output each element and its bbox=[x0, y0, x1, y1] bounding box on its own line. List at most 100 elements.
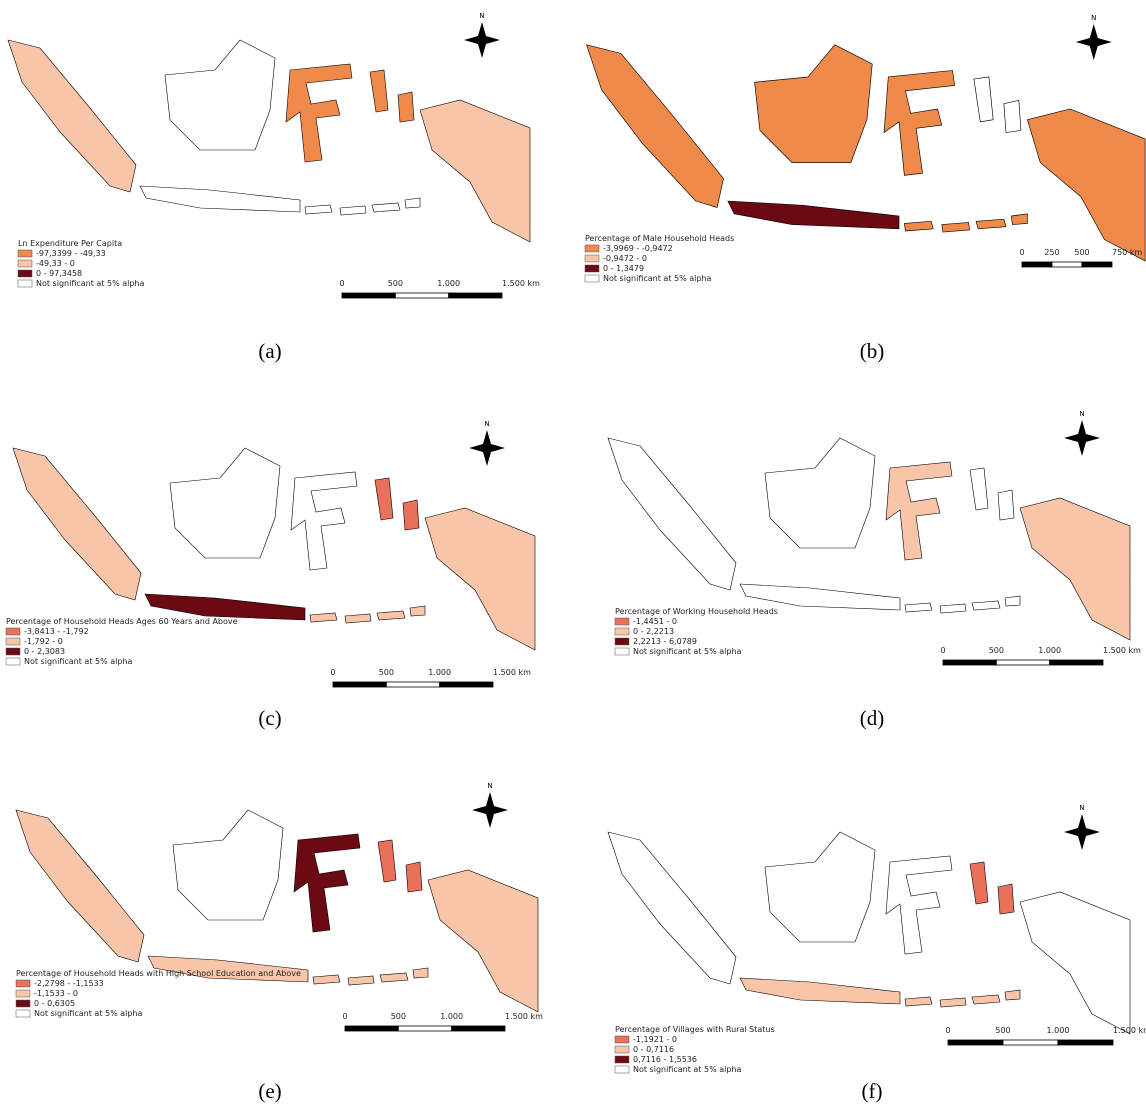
scale-label: 500 bbox=[989, 646, 1004, 655]
island bbox=[294, 834, 360, 932]
island bbox=[886, 856, 952, 954]
island bbox=[1020, 498, 1130, 640]
island bbox=[740, 978, 900, 1004]
island bbox=[13, 448, 141, 600]
legend-label: 0 - 2,3083 bbox=[24, 647, 65, 656]
legend-swatch bbox=[16, 980, 30, 987]
caption: (a) bbox=[258, 339, 281, 363]
scale-label: 1.500 km bbox=[502, 279, 540, 288]
island bbox=[378, 840, 422, 892]
legend-swatch bbox=[615, 1046, 629, 1053]
island bbox=[140, 186, 300, 212]
scale-segment bbox=[452, 1026, 505, 1031]
legend-swatch bbox=[615, 1066, 629, 1073]
north-arrow bbox=[472, 792, 508, 828]
north-arrow bbox=[464, 22, 500, 58]
north-arrow bbox=[469, 430, 505, 466]
legend-label: 0 - 97,3458 bbox=[36, 269, 82, 278]
island bbox=[425, 508, 535, 650]
scale-segment bbox=[1050, 660, 1103, 665]
scale-label: 0 bbox=[339, 279, 344, 288]
scale-label: 0 bbox=[342, 1012, 347, 1021]
legend-label: Not significant at 5% alpha bbox=[34, 1009, 143, 1018]
legend-label: Not significant at 5% alpha bbox=[633, 647, 742, 656]
caption: (f) bbox=[862, 1079, 883, 1103]
island bbox=[608, 438, 736, 590]
legend-title: Percentage of Household Heads Ages 60 Ye… bbox=[6, 617, 238, 626]
legend-swatch bbox=[585, 255, 599, 262]
legend-label: Not significant at 5% alpha bbox=[24, 657, 133, 666]
north-label: N bbox=[1079, 804, 1084, 812]
scale-label: 0 bbox=[945, 1026, 950, 1035]
legend-title: Percentage of Household Heads with High … bbox=[16, 969, 301, 978]
island bbox=[755, 45, 873, 163]
scale-label: 1.000 bbox=[1047, 1026, 1070, 1035]
scale-label: 1.000 bbox=[437, 279, 460, 288]
legend-swatch bbox=[585, 265, 599, 272]
island bbox=[1020, 892, 1130, 1034]
scale-segment bbox=[1003, 1040, 1058, 1045]
scale-segment bbox=[1082, 262, 1112, 267]
island bbox=[970, 862, 1014, 914]
legend-label: 2,2213 - 6,0789 bbox=[633, 637, 697, 646]
scale-segment bbox=[943, 660, 996, 665]
scale-segment bbox=[345, 1026, 398, 1031]
scale-segment bbox=[1052, 262, 1082, 267]
legend-swatch bbox=[18, 250, 32, 257]
legend-title: Percentage of Working Household Heads bbox=[615, 607, 778, 616]
scale-label: 0 bbox=[330, 668, 335, 677]
scale-segment bbox=[333, 682, 386, 687]
island bbox=[305, 198, 420, 215]
scale-segment bbox=[398, 1026, 451, 1031]
caption: (e) bbox=[258, 1079, 281, 1103]
legend-label: -1,1921 - 0 bbox=[633, 1035, 677, 1044]
scale-segment bbox=[1058, 1040, 1113, 1045]
island bbox=[16, 810, 144, 962]
legend-label: -0,9472 - 0 bbox=[603, 254, 647, 263]
north-arrow bbox=[1064, 420, 1100, 456]
figure: NLn Expenditure Per Capita-97,3399 - -49… bbox=[0, 0, 1146, 1110]
island bbox=[886, 462, 952, 560]
island bbox=[173, 810, 283, 920]
island bbox=[904, 214, 1027, 232]
legend-label: -49,33 - 0 bbox=[36, 259, 75, 268]
legend-swatch bbox=[6, 648, 20, 655]
island bbox=[8, 40, 136, 192]
island bbox=[286, 64, 352, 162]
scale-label: 500 bbox=[391, 1012, 406, 1021]
legend-label: Not significant at 5% alpha bbox=[633, 1065, 742, 1074]
legend-swatch bbox=[585, 275, 599, 282]
scale-segment bbox=[395, 293, 448, 298]
caption: (b) bbox=[860, 339, 885, 363]
scale-segment bbox=[948, 1040, 1003, 1045]
legend-swatch bbox=[16, 1010, 30, 1017]
legend-label: -1,792 - 0 bbox=[24, 637, 63, 646]
legend-swatch bbox=[615, 618, 629, 625]
island bbox=[884, 70, 955, 175]
island bbox=[728, 201, 899, 229]
island bbox=[1027, 109, 1145, 261]
scale-label: 1.000 bbox=[440, 1012, 463, 1021]
legend-swatch bbox=[585, 245, 599, 252]
scale-label: 1.500 km bbox=[1113, 1026, 1146, 1035]
map bbox=[608, 832, 1130, 1034]
island bbox=[587, 45, 724, 208]
scale-label: 1.500 km bbox=[505, 1012, 543, 1021]
scale-label: 1.000 bbox=[428, 668, 451, 677]
island bbox=[974, 77, 1021, 133]
scale-label: 0 bbox=[940, 646, 945, 655]
island bbox=[420, 100, 530, 242]
legend-swatch bbox=[6, 628, 20, 635]
legend-label: Not significant at 5% alpha bbox=[603, 274, 712, 283]
legend-swatch bbox=[615, 1056, 629, 1063]
scale-label: 1.500 km bbox=[493, 668, 531, 677]
island bbox=[765, 438, 875, 548]
legend-swatch bbox=[615, 628, 629, 635]
legend-label: 0 - 0,6305 bbox=[34, 999, 75, 1008]
scale-label: 1.500 km bbox=[1103, 646, 1141, 655]
legend-label: -1,1533 - 0 bbox=[34, 989, 78, 998]
map bbox=[587, 45, 1146, 261]
legend-label: -2,2798 - -1,1533 bbox=[34, 979, 104, 988]
scale-label: 1.000 bbox=[1038, 646, 1061, 655]
scale-label: 500 bbox=[388, 279, 403, 288]
